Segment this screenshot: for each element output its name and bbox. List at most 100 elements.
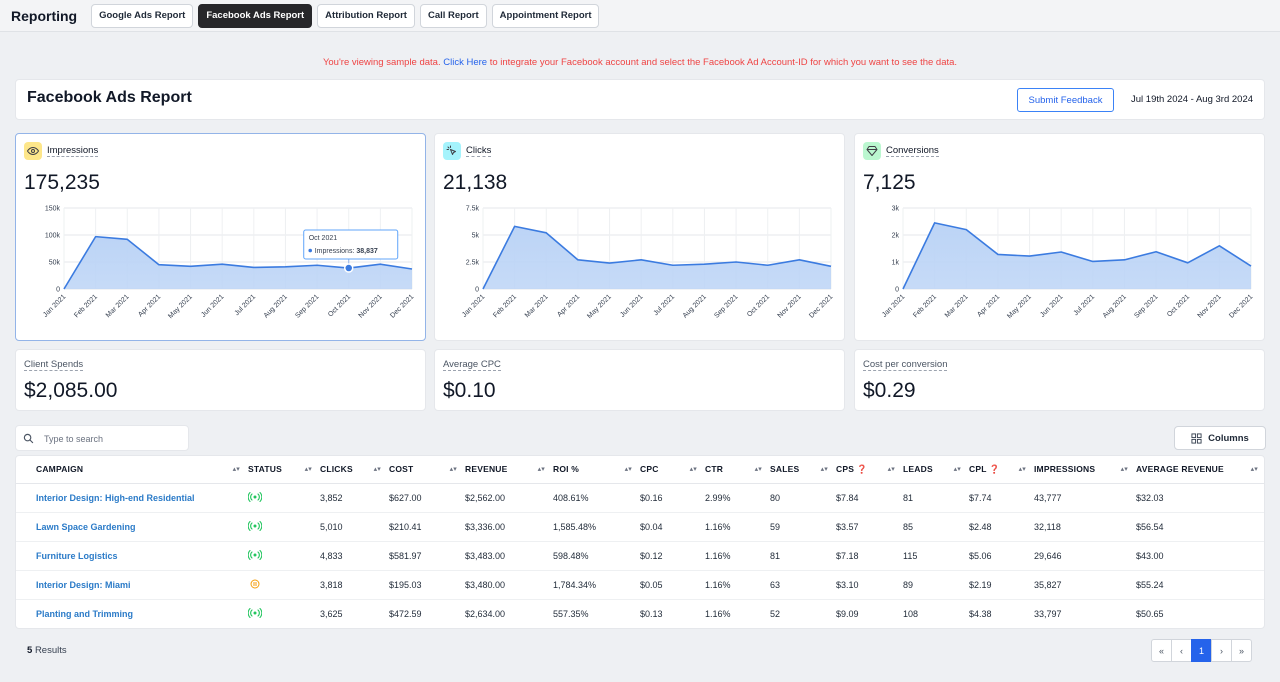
column-header-average-revenue[interactable]: AVERAGE REVENUE ▴▾ xyxy=(1136,456,1264,484)
cell-avg-revenue: $32.03 xyxy=(1136,483,1264,513)
column-header-impressions[interactable]: IMPRESSIONS ▴▾ xyxy=(1034,456,1136,484)
column-header-cps[interactable]: CPS ❓ ▴▾ xyxy=(836,456,903,484)
cell-cpl: $5.06 xyxy=(969,541,1034,571)
results-count: 5 Results xyxy=(27,645,67,656)
cell-cpl: $2.48 xyxy=(969,512,1034,542)
column-header-revenue[interactable]: REVENUE ▴▾ xyxy=(465,456,553,484)
tooltip-point xyxy=(343,263,354,273)
cell-roi: 557.35% xyxy=(553,608,589,619)
cell-cost: $195.03 xyxy=(389,570,465,600)
cell-revenue: $2,562.00 xyxy=(465,483,553,513)
column-header-leads[interactable]: LEADS ▴▾ xyxy=(903,456,969,484)
cell-impressions: 43,777 xyxy=(1034,483,1136,513)
x-tick-label: May 2021 xyxy=(1006,293,1033,320)
search-icon xyxy=(23,433,34,444)
conversions-chart: 0 1k 2k 3k Jan 2021 Feb 2021 Mar 2021 Apr 2021 M… xyxy=(881,206,1254,321)
sort-icon: ▴▾ xyxy=(887,466,895,474)
eye-icon xyxy=(24,142,42,160)
banner-click-here-link[interactable]: Click Here xyxy=(443,57,488,68)
cell-ctr: 1.16% xyxy=(705,512,770,542)
tab-facebook-ads-report[interactable]: Facebook Ads Report xyxy=(198,3,313,28)
tab-attribution-report[interactable]: Attribution Report xyxy=(317,3,415,28)
sort-icon: ▴▾ xyxy=(820,466,828,474)
y-tick-label: 100k xyxy=(45,233,61,240)
x-tick-label: Mar 2021 xyxy=(105,293,131,319)
column-header-cpc[interactable]: CPC ▴▾ xyxy=(640,456,705,484)
x-tick-label: Dec 2021 xyxy=(808,293,834,319)
summary-label: Average CPC xyxy=(443,359,501,371)
status-active-icon xyxy=(248,541,320,571)
date-range-picker[interactable]: Jul 19th 2024 - Aug 3rd 2024 xyxy=(1131,94,1254,105)
next-page-button[interactable]: › xyxy=(1211,639,1232,662)
sort-icon: ▴▾ xyxy=(232,466,240,474)
last-page-button[interactable]: » xyxy=(1231,639,1252,662)
campaign-name-link[interactable]: Interior Design: High-end Residential xyxy=(16,483,248,513)
help-icon: ❓ xyxy=(856,463,868,474)
x-tick-label: Oct 2021 xyxy=(1166,293,1191,318)
cell-leads: 115 xyxy=(903,541,969,571)
cell-clicks: 3,625 xyxy=(320,608,343,619)
metric-card-conversions[interactable]: Conversions 7,125 0 1k 2k 3k Jan 2021 Feb 202… xyxy=(854,133,1265,341)
metric-label: Clicks xyxy=(466,145,492,157)
cell-cpc: $0.13 xyxy=(640,608,663,619)
cell-sales: 52 xyxy=(770,608,781,619)
tab-appointment-report[interactable]: Appointment Report xyxy=(491,3,600,28)
column-header-clicks[interactable]: CLICKS ▴▾ xyxy=(320,456,389,484)
diamond-icon xyxy=(863,142,881,160)
prev-page-button[interactable]: ‹ xyxy=(1171,639,1192,662)
impressions-chart: 0 50k 100k 150k Jan 2021 Feb 2021 Mar 2021 Apr … xyxy=(42,206,415,321)
sort-icon: ▴▾ xyxy=(304,466,312,474)
x-tick-label: Jan 2021 xyxy=(881,293,906,318)
x-tick-label: Oct 2021 xyxy=(327,293,352,318)
x-tick-label: Apr 2021 xyxy=(137,293,162,318)
column-header-cost[interactable]: COST ▴▾ xyxy=(389,456,465,484)
search-input[interactable] xyxy=(44,430,184,447)
x-tick-label: Jul 2021 xyxy=(234,293,258,317)
cell-cpl: $7.74 xyxy=(969,483,1034,513)
metric-value: 21,138 xyxy=(443,171,508,194)
cell-ctr: 1.16% xyxy=(705,608,731,619)
x-tick-label: Jun 2021 xyxy=(200,293,225,318)
first-page-button[interactable]: « xyxy=(1151,639,1172,662)
tab-call-report[interactable]: Call Report xyxy=(419,3,487,28)
column-header-sales[interactable]: SALES ▴▾ xyxy=(770,456,836,484)
sort-icon: ▴▾ xyxy=(624,466,632,474)
metric-label: Impressions xyxy=(47,145,99,157)
cell-clicks: 5,010 xyxy=(320,512,389,542)
cell-roi: 1,784.34% xyxy=(553,570,640,600)
status-active-icon xyxy=(248,483,320,513)
series-line xyxy=(482,225,832,290)
cell-cps: $7.84 xyxy=(836,483,903,513)
tab-google-ads-report[interactable]: Google Ads Report xyxy=(91,3,194,28)
cell-roi: 1,585.48% xyxy=(553,512,640,542)
campaign-name-link[interactable]: Furniture Logistics xyxy=(16,541,248,571)
campaign-name-link[interactable]: Lawn Space Gardening xyxy=(16,512,248,542)
x-tick-label: Feb 2021 xyxy=(492,293,518,319)
pagination: « ‹ 1 › » xyxy=(1151,639,1252,662)
metric-card-impressions[interactable]: Impressions 175,235 0 50k 100k 150k Jan 2021… xyxy=(15,133,426,341)
x-tick-label: Jul 2021 xyxy=(1073,293,1097,317)
campaign-name-link[interactable]: Interior Design: Miami xyxy=(16,570,248,600)
column-header-campaign[interactable]: CAMPAIGN ▴▾ xyxy=(16,456,248,484)
metric-value: 175,235 xyxy=(24,171,100,194)
page-button-1[interactable]: 1 xyxy=(1191,639,1212,662)
search-box[interactable] xyxy=(15,425,189,451)
series-line xyxy=(63,235,413,290)
cell-revenue: $3,480.00 xyxy=(465,570,553,600)
column-header-ctr[interactable]: CTR ▴▾ xyxy=(705,456,770,484)
summary-value: $2,085.00 xyxy=(24,379,118,402)
column-header-cpl[interactable]: CPL ❓ ▴▾ xyxy=(969,456,1034,484)
campaign-name-link[interactable]: Planting and Trimming xyxy=(36,608,134,619)
cell-cps: $7.18 xyxy=(836,541,903,571)
sort-icon: ▴▾ xyxy=(1250,466,1258,474)
metric-label: Conversions xyxy=(886,145,939,157)
column-header-status[interactable]: STATUS ▴▾ xyxy=(248,456,320,484)
cell-ctr: 1.16% xyxy=(705,570,770,600)
metric-card-clicks[interactable]: Clicks 21,138 0 2.5k 5k 7.5k Jan 2021 Feb 202… xyxy=(434,133,845,341)
column-header-roi[interactable]: ROI % ▴▾ xyxy=(553,456,640,484)
cell-cpl: $2.19 xyxy=(969,570,1034,600)
submit-feedback-button[interactable]: Submit Feedback xyxy=(1017,88,1114,112)
metric-value: 7,125 xyxy=(863,171,916,194)
cell-clicks: 3,818 xyxy=(320,570,389,600)
columns-button[interactable]: Columns xyxy=(1174,426,1266,450)
